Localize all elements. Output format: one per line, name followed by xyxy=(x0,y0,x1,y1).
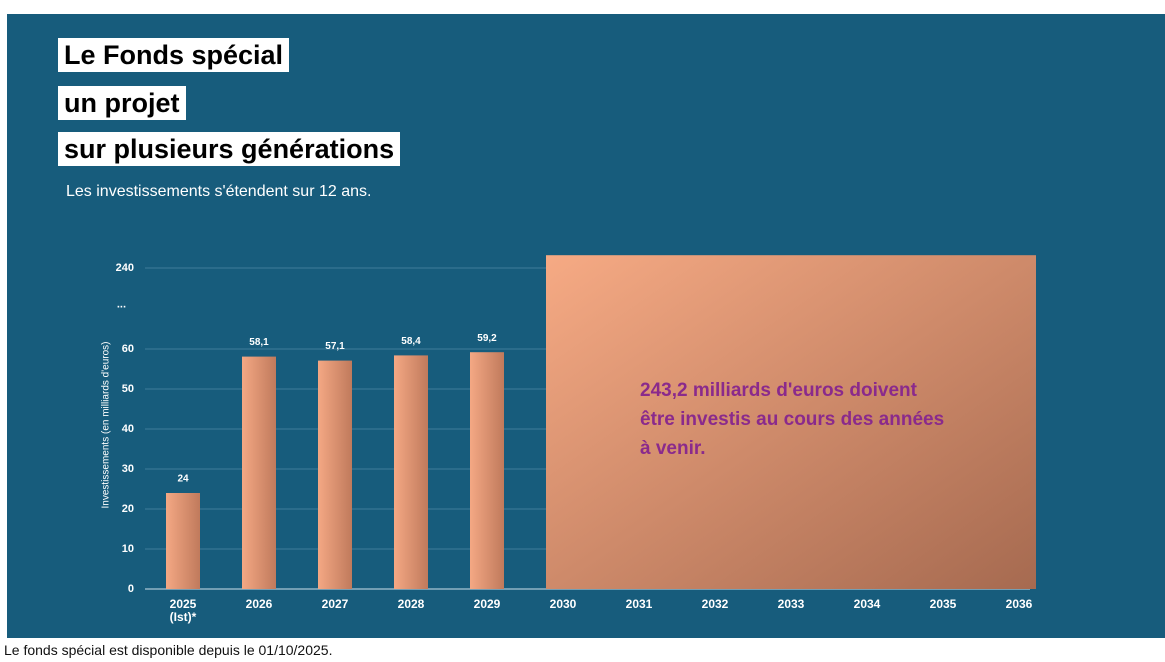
y-tick-label: 0 xyxy=(128,583,134,595)
y-tick-label: 240 xyxy=(116,262,134,274)
footnote: Le fonds spécial est disponible depuis l… xyxy=(4,642,333,658)
x-tick-label: 2029 xyxy=(473,597,501,611)
axis-break-label: ... xyxy=(117,298,126,310)
x-tick-label: 2025 (Ist)* xyxy=(169,597,197,624)
value-label: 58,1 xyxy=(249,337,269,348)
bar xyxy=(394,355,428,589)
bar xyxy=(166,493,200,589)
x-tick-label: 2027 xyxy=(321,597,349,611)
x-tick-label: 2036 xyxy=(1005,597,1033,611)
y-tick-label: 60 xyxy=(122,343,134,355)
title-line: sur plusieurs générations xyxy=(58,132,401,166)
y-tick-label: 30 xyxy=(122,463,134,475)
value-label: 58,4 xyxy=(401,336,421,347)
y-tick-label: 50 xyxy=(122,383,134,395)
x-tick-label: 2030 xyxy=(549,597,577,611)
x-tick-label: 2028 xyxy=(397,597,425,611)
bar xyxy=(242,356,276,589)
y-tick-label: 10 xyxy=(122,543,134,555)
value-label: 59,2 xyxy=(477,333,497,344)
x-tick-label: 2033 xyxy=(777,597,805,611)
title-line: Le Fonds spécial xyxy=(58,38,290,72)
x-tick-label: 2032 xyxy=(701,597,729,611)
title-line: un projet xyxy=(58,86,186,120)
total-box xyxy=(546,255,1036,589)
bar xyxy=(318,360,352,589)
value-label: 24 xyxy=(177,474,189,485)
x-tick-label: 2034 xyxy=(853,597,881,611)
total-annotation: 243,2 milliards d'euros doivent être inv… xyxy=(640,380,945,459)
bar xyxy=(470,352,504,589)
x-tick-label: 2031 xyxy=(625,597,653,611)
y-tick-label: 40 xyxy=(122,423,134,435)
x-tick-label: 2035 xyxy=(929,597,957,611)
y-tick-label: 20 xyxy=(122,503,134,515)
subtitle: Les investissements s'étendent sur 12 an… xyxy=(66,183,372,200)
value-label: 57,1 xyxy=(325,341,345,352)
x-tick-label: 2026 xyxy=(245,597,273,611)
y-axis-title: Investissements (en milliards d'euros) xyxy=(101,342,112,509)
